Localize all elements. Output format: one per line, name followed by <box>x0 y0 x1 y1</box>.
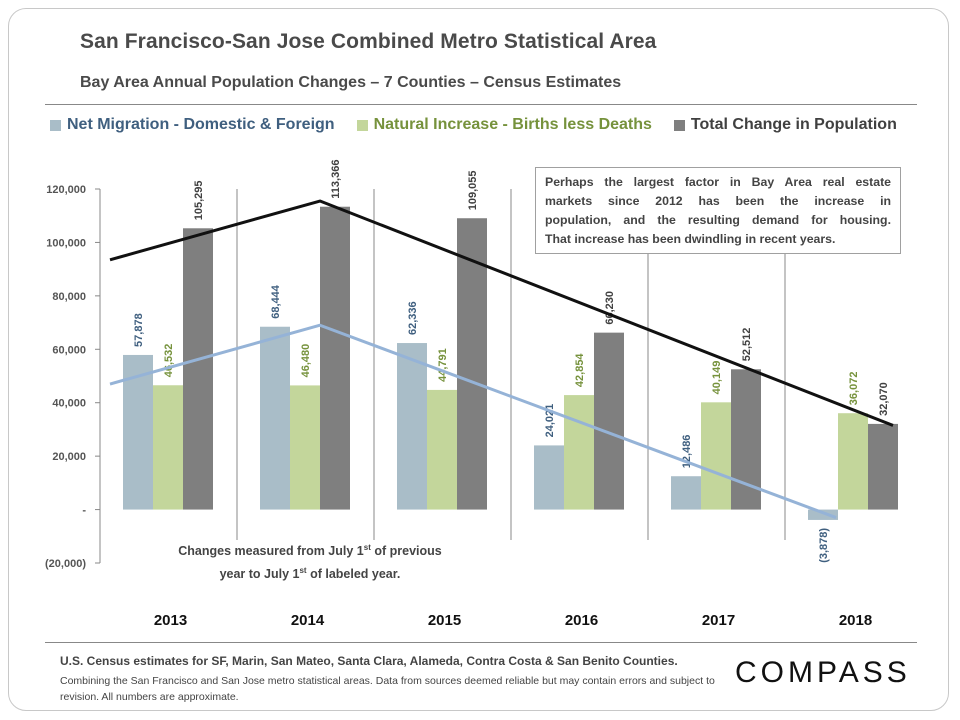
annotation-line: That increase has been dwindling in rece… <box>545 232 836 246</box>
bar-natural-increase <box>290 385 320 510</box>
bar-total-change <box>183 228 213 510</box>
data-label: 44,791 <box>437 348 449 382</box>
data-label: 46,480 <box>300 344 312 378</box>
header-divider <box>45 104 917 105</box>
legend-label-total-change: Total Change in Population <box>690 116 897 133</box>
footer-source: U.S. Census estimates for SF, Marin, San… <box>60 654 678 668</box>
data-label: 40,149 <box>711 361 723 395</box>
chart-legend: Net Migration - Domestic & Foreign Natur… <box>50 116 897 134</box>
trend-line-migration <box>109 323 837 519</box>
chart-subtitle: Bay Area Annual Population Changes – 7 C… <box>80 74 622 91</box>
x-axis-tick-label: 2015 <box>428 612 461 629</box>
legend-label-net-migration: Net Migration - Domestic & Foreign <box>67 116 335 133</box>
y-axis-tick-label: 80,000 <box>52 291 86 303</box>
legend-label-natural-increase: Natural Increase - Births less Deaths <box>373 116 652 133</box>
legend-item-total-change: Total Change in Population <box>673 116 897 134</box>
footer-disclaimer: Combining the San Francisco and San Jose… <box>60 675 715 703</box>
data-label: 109,055 <box>467 170 479 210</box>
x-axis-tick-label: 2018 <box>839 612 872 629</box>
data-label: 68,444 <box>270 284 282 319</box>
legend-item-natural-increase: Natural Increase - Births less Deaths <box>356 116 652 134</box>
bar-net-migration <box>260 326 290 510</box>
data-label: 32,070 <box>878 382 890 416</box>
compass-logo: COMPASS <box>735 656 911 689</box>
y-axis-tick-label: 20,000 <box>52 451 86 463</box>
measurement-text: of labeled year. <box>306 567 401 582</box>
measurement-note-line-2: year to July 1st of labeled year. <box>150 561 470 584</box>
data-label: 62,336 <box>407 301 419 335</box>
measurement-text: year to July 1 <box>219 567 300 582</box>
footer-divider <box>45 642 917 643</box>
bar-total-change <box>594 332 624 510</box>
superscript: st <box>363 543 371 552</box>
data-label: 113,366 <box>330 160 342 199</box>
bar-net-migration <box>397 343 427 510</box>
bar-total-change <box>457 218 487 510</box>
annotation-box: Perhaps the largest factor in Bay Area r… <box>535 167 901 254</box>
data-label: 42,854 <box>574 353 586 388</box>
bar-net-migration <box>123 354 153 510</box>
x-axis-tick-label: 2016 <box>565 612 598 629</box>
bar-natural-increase <box>838 413 868 510</box>
bar-total-change <box>320 206 350 510</box>
y-axis-tick-label: 100,000 <box>46 237 86 249</box>
measurement-note: Changes measured from July 1st of previo… <box>150 538 470 584</box>
trend-line-total <box>109 199 894 427</box>
x-axis-tick-label: 2013 <box>154 612 187 629</box>
data-label: 66,230 <box>604 291 616 325</box>
legend-swatch-natural-increase <box>356 119 368 131</box>
measurement-text: Changes measured from July 1 <box>178 544 364 559</box>
y-axis-tick-label: - <box>82 505 86 517</box>
x-axis-tick-label: 2017 <box>702 612 735 629</box>
measurement-text: of previous <box>370 544 442 559</box>
data-label: 46,532 <box>163 344 175 378</box>
data-label: (3,878) <box>818 528 830 563</box>
bar-total-change <box>868 423 898 510</box>
y-axis-tick-label: 40,000 <box>52 398 86 410</box>
bar-net-migration <box>534 445 564 510</box>
annotation-line: population, and the resulting demand for… <box>545 213 891 227</box>
annotation-line: markets since 2012 has been the increase… <box>545 194 891 208</box>
measurement-note-line-1: Changes measured from July 1st of previo… <box>150 538 470 561</box>
y-axis-tick-label: 60,000 <box>52 344 86 356</box>
bar-natural-increase <box>564 395 594 510</box>
bar-natural-increase <box>701 402 731 510</box>
superscript: st <box>299 566 307 576</box>
chart-title: San Francisco-San Jose Combined Metro St… <box>80 30 657 53</box>
data-label: 105,295 <box>193 181 205 221</box>
bar-natural-increase <box>427 389 457 510</box>
data-label: 57,878 <box>133 313 145 347</box>
legend-swatch-net-migration <box>50 119 61 131</box>
x-axis-tick-label: 2014 <box>291 612 325 629</box>
annotation-line: Perhaps the largest factor in Bay Area r… <box>545 175 891 189</box>
bar-natural-increase <box>153 385 183 510</box>
legend-item-net-migration: Net Migration - Domestic & Foreign <box>50 116 335 134</box>
legend-swatch-total-change <box>673 119 685 131</box>
data-label: 36,072 <box>848 372 860 406</box>
bar-net-migration <box>671 476 701 510</box>
y-axis-tick-label: 120,000 <box>46 184 86 196</box>
data-label: 52,512 <box>741 328 753 362</box>
bar-net-migration <box>808 509 838 520</box>
y-axis-tick-label: (20,000) <box>45 558 86 570</box>
